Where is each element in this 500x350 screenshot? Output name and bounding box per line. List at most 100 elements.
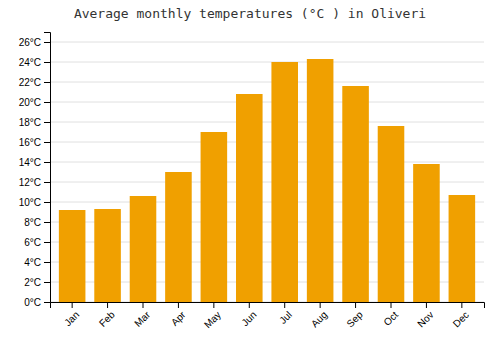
y-tick: 2°C <box>24 277 50 288</box>
y-tick-label: 12°C <box>19 177 41 188</box>
x-tick-mark <box>355 302 356 308</box>
grid <box>50 42 484 302</box>
y-tick-mark <box>44 182 50 183</box>
x-tick: Sep <box>344 302 365 329</box>
x-tick-mark <box>284 302 285 308</box>
y-tick-mark <box>44 282 50 283</box>
x-tick-label: Oct <box>381 309 400 328</box>
y-tick-label: 8°C <box>24 217 41 228</box>
x-tick-mark <box>391 302 392 308</box>
grid-line <box>50 162 484 163</box>
y-tick: 6°C <box>24 237 50 248</box>
y-tick-mark <box>44 42 50 43</box>
bar <box>271 62 298 302</box>
x-tick-mark <box>107 302 108 308</box>
x-tick: Jul <box>277 302 294 326</box>
y-tick-label: 24°C <box>19 57 41 68</box>
x-tick-mark <box>249 302 250 308</box>
y-tick-label: 16°C <box>19 137 41 148</box>
y-tick-mark <box>44 162 50 163</box>
bar <box>59 210 86 302</box>
chart: 0°C 2°C 4°C 6°C 8°C 10°C 12°C 14°C 16°C 18°C 20°C 2… <box>0 0 500 350</box>
y-tick-mark <box>44 102 50 103</box>
y-tick-label: 4°C <box>24 257 41 268</box>
x-tick-mark <box>426 302 427 308</box>
bar <box>236 94 263 302</box>
bar <box>201 132 228 302</box>
y-axis-line <box>44 33 51 303</box>
x-tick-label: Dec <box>451 309 471 329</box>
x-tick: May <box>202 302 223 330</box>
y-tick-mark <box>44 222 50 223</box>
x-tick-label: Nov <box>415 309 435 329</box>
grid-line <box>50 122 484 123</box>
x-tick-label: Mar <box>132 309 152 329</box>
y-tick-label: 0°C <box>24 297 41 308</box>
y-tick: 16°C <box>19 137 50 148</box>
plot-area <box>59 59 475 302</box>
y-tick-mark <box>44 242 50 243</box>
x-tick-label: May <box>202 309 223 330</box>
y-tick-label: 18°C <box>19 117 41 128</box>
y-tick-mark <box>44 62 50 63</box>
x-tick-mark <box>320 302 321 308</box>
x-tick: Aug <box>309 302 329 329</box>
x-tick: Nov <box>415 302 435 329</box>
y-tick-mark <box>44 142 50 143</box>
x-tick-label: Aug <box>309 309 329 329</box>
y-tick-label: 14°C <box>19 157 41 168</box>
y-tick: 24°C <box>19 57 50 68</box>
y-tick-mark <box>44 122 50 123</box>
bar <box>165 172 192 302</box>
bar <box>94 209 121 302</box>
grid-line <box>50 142 484 143</box>
y-tick: 8°C <box>24 217 50 228</box>
y-tick: 4°C <box>24 257 50 268</box>
x-tick-mark <box>72 302 73 308</box>
y-tick-label: 22°C <box>19 77 41 88</box>
x-tick-mark <box>178 302 179 308</box>
x-tick-label: Feb <box>97 309 117 329</box>
x-axis-line <box>51 303 485 309</box>
y-axis: 0°C 2°C 4°C 6°C 8°C 10°C 12°C 14°C 16°C 18°C 20°C 2… <box>19 33 51 308</box>
y-tick-mark <box>44 262 50 263</box>
y-tick-mark <box>44 302 50 303</box>
x-tick-mark <box>213 302 214 308</box>
y-tick: 26°C <box>19 37 50 48</box>
x-tick-label: Jul <box>277 309 294 326</box>
y-tick-label: 20°C <box>19 97 41 108</box>
bar <box>342 86 369 302</box>
x-axis: JanFebMarAprMayJunJulAugSepOctNovDec <box>51 302 485 330</box>
x-tick: Jan <box>62 302 81 328</box>
x-tick: Dec <box>451 302 471 329</box>
x-tick: Oct <box>381 302 400 328</box>
y-tick-mark <box>44 82 50 83</box>
bar <box>307 59 334 302</box>
x-tick-label: Jun <box>239 309 258 328</box>
y-tick: 12°C <box>19 177 50 188</box>
y-tick: 22°C <box>19 77 50 88</box>
x-tick: Mar <box>132 302 152 329</box>
y-tick-label: 10°C <box>19 197 41 208</box>
x-tick-label: Jan <box>62 309 81 328</box>
bar <box>413 164 440 302</box>
grid-line <box>50 82 484 83</box>
y-tick: 0°C <box>24 297 50 308</box>
grid-line <box>50 102 484 103</box>
x-tick: Feb <box>97 302 117 329</box>
y-tick-label: 26°C <box>19 37 41 48</box>
title: Average monthly temperatures (°C ) in Ol… <box>74 6 426 21</box>
x-tick-label: Sep <box>344 309 365 330</box>
bar <box>449 195 476 302</box>
y-tick: 18°C <box>19 117 50 128</box>
x-tick-mark <box>461 302 462 308</box>
y-tick-mark <box>44 202 50 203</box>
grid-line <box>50 62 484 63</box>
bar <box>130 196 157 302</box>
x-tick-mark <box>143 302 144 308</box>
y-tick-label: 2°C <box>24 277 41 288</box>
y-tick: 20°C <box>19 97 50 108</box>
x-tick: Jun <box>239 302 258 328</box>
bar <box>378 126 405 302</box>
grid-line <box>50 42 484 43</box>
